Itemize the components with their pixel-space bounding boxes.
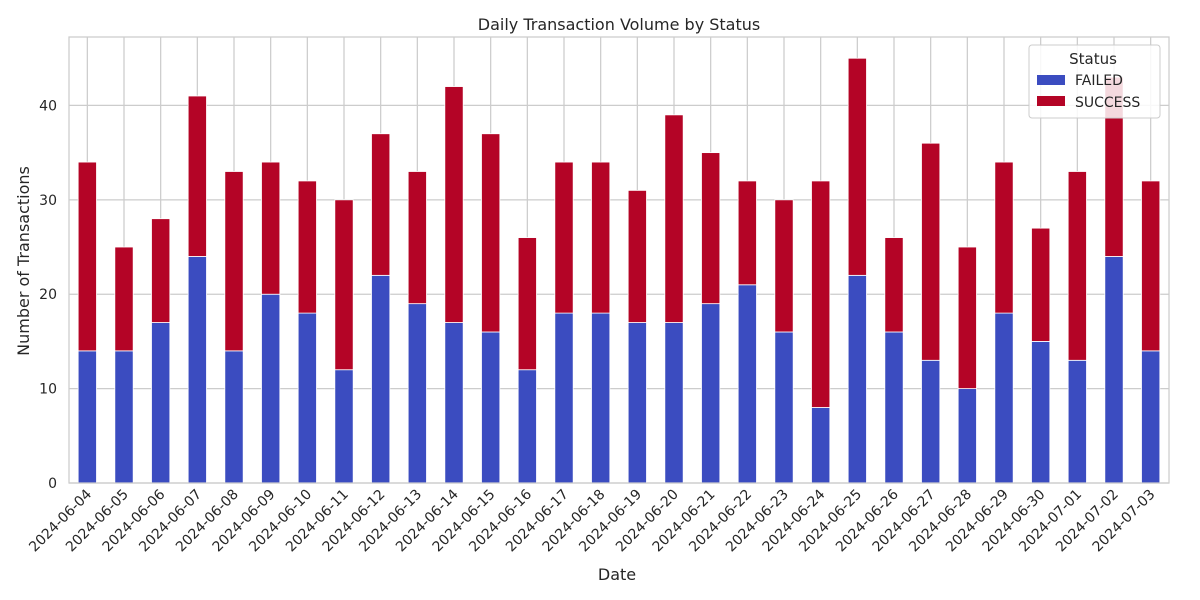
bar-failed — [957, 388, 977, 484]
bar-success — [957, 246, 977, 390]
bar-success — [811, 180, 831, 408]
bar-success — [77, 161, 97, 352]
bar-success — [151, 218, 171, 323]
bar-success — [371, 133, 391, 276]
y-tick-labels: 0 10 20 30 40 — [39, 98, 57, 492]
legend-label-failed: FAILED — [1075, 73, 1123, 89]
legend-swatch-failed — [1037, 75, 1065, 85]
bar-failed — [1141, 350, 1161, 484]
plot-background — [69, 37, 1169, 483]
bar-failed — [1067, 359, 1087, 484]
bar-success — [921, 142, 941, 361]
bar-success — [701, 152, 721, 305]
bar-success — [994, 161, 1014, 314]
bar-failed — [481, 331, 501, 484]
bar-failed — [921, 359, 941, 484]
x-axis-title: Date — [598, 565, 636, 584]
bar-success — [884, 237, 904, 333]
bar-failed — [884, 331, 904, 484]
bar-failed — [224, 350, 244, 484]
bar-success — [297, 180, 317, 314]
legend: Status FAILED SUCCESS — [1028, 44, 1161, 119]
legend-title: Status — [1069, 50, 1117, 68]
bar-success — [517, 237, 537, 371]
bar-failed — [187, 256, 207, 484]
plot-frame — [68, 36, 1170, 484]
bar-success — [1141, 180, 1161, 352]
bar-failed — [554, 312, 574, 484]
bar-success — [554, 161, 574, 314]
legend-swatch-success — [1037, 96, 1065, 106]
y-tick-label: 20 — [39, 287, 57, 303]
bar-failed — [591, 312, 611, 484]
bar-failed — [371, 274, 391, 484]
bar-success — [261, 161, 281, 295]
bar-success — [334, 199, 354, 371]
bar-failed — [1031, 341, 1051, 484]
y-tick-label: 40 — [39, 98, 57, 114]
bar-failed — [114, 350, 134, 484]
bar-failed — [627, 322, 647, 484]
legend-label-success: SUCCESS — [1075, 95, 1140, 111]
bar-failed — [811, 407, 831, 484]
y-tick-label: 0 — [48, 476, 57, 492]
bar-failed — [1104, 256, 1124, 484]
bar-failed — [151, 322, 171, 484]
bar-success — [664, 114, 684, 323]
bar-failed — [517, 369, 537, 484]
chart-title: Daily Transaction Volume by Status — [478, 15, 760, 34]
bar-failed — [664, 322, 684, 484]
y-axis-title: Number of Transactions — [14, 166, 33, 356]
bar-success — [444, 86, 464, 323]
bar-failed — [774, 331, 794, 484]
bar-success — [224, 171, 244, 352]
bar-failed — [444, 322, 464, 484]
x-tick-labels: 2024-06-042024-06-052024-06-062024-06-07… — [26, 486, 1158, 555]
y-tick-label: 30 — [39, 193, 57, 209]
bar-success — [1067, 171, 1087, 361]
bar-success — [481, 133, 501, 333]
bar-success — [627, 189, 647, 323]
bar-failed — [994, 312, 1014, 484]
bar-failed — [297, 312, 317, 484]
bar-success — [187, 95, 207, 257]
bar-failed — [77, 350, 97, 484]
bar-failed — [701, 303, 721, 484]
bar-success — [1031, 227, 1051, 342]
bar-success — [847, 57, 867, 276]
bar-success — [591, 161, 611, 314]
bar-success — [774, 199, 794, 333]
bars — [77, 57, 1161, 484]
bar-failed — [847, 274, 867, 484]
bar-success — [737, 180, 757, 286]
bar-success — [114, 246, 134, 352]
bar-failed — [334, 369, 354, 484]
y-tick-label: 10 — [39, 382, 57, 398]
bar-failed — [261, 293, 281, 484]
bar-success — [407, 171, 427, 305]
bar-failed — [407, 303, 427, 484]
bar-failed — [737, 284, 757, 484]
